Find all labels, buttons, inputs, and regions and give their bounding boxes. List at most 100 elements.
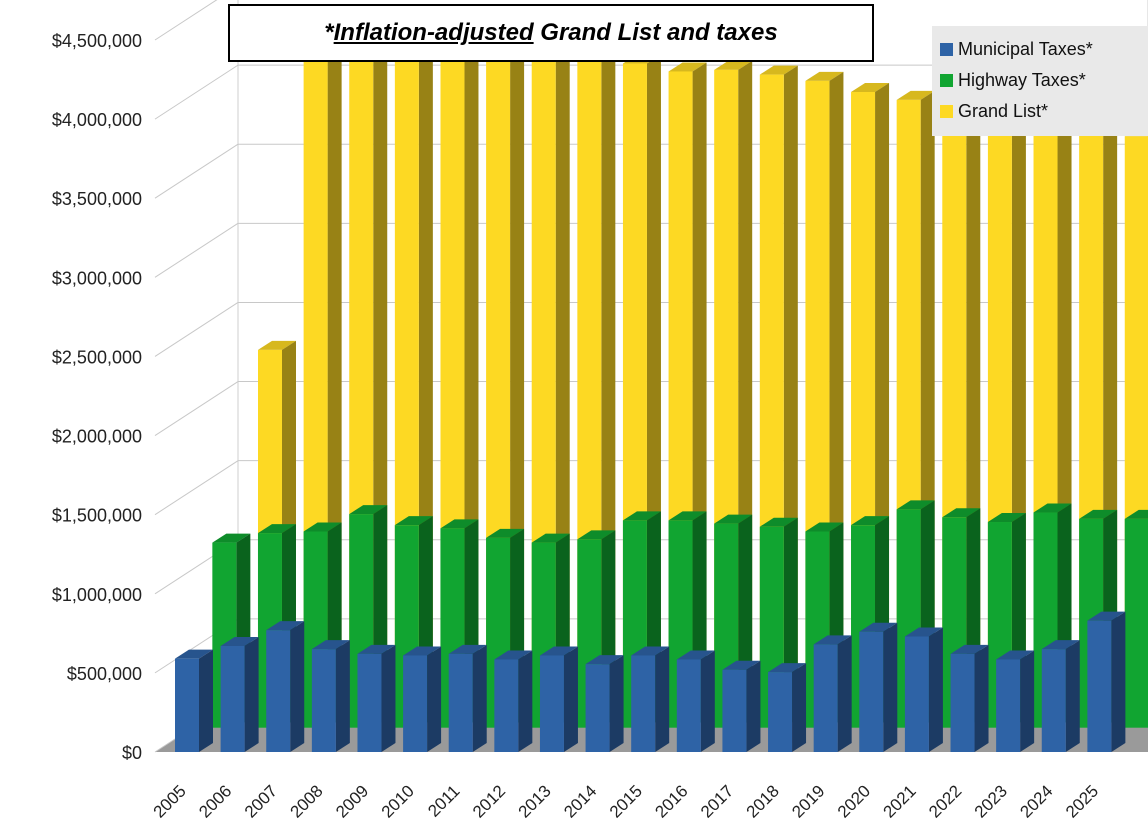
bar-grand-list-top <box>714 60 753 70</box>
bar-highway-top <box>1124 509 1148 519</box>
bar-municipal-top <box>539 646 578 656</box>
bar-municipal-top <box>403 646 442 656</box>
bar-highway-top <box>805 522 844 532</box>
chart-title-underlined: Inflation-adjusted <box>333 19 534 46</box>
legend-label: Highway Taxes* <box>958 70 1086 90</box>
bar-municipal-side <box>518 650 533 752</box>
legend-item-highway: Highway Taxes* <box>940 65 1148 96</box>
bar-municipal-top <box>859 622 898 632</box>
x-tick-label: 2015 <box>606 781 646 821</box>
bar-municipal-top <box>904 627 943 637</box>
x-tick-label: 2008 <box>287 781 327 821</box>
bar-municipal-side <box>1111 611 1126 752</box>
bar-municipal <box>950 653 975 752</box>
bar-municipal-side <box>883 622 898 752</box>
bar-highway-top <box>987 513 1026 523</box>
gridline-side <box>154 460 239 516</box>
bar-municipal <box>494 659 519 752</box>
x-tick-label: 2017 <box>697 781 737 821</box>
legend: Municipal Taxes* Highway Taxes* Grand Li… <box>932 26 1148 136</box>
y-tick-label: $1,500,000 <box>52 506 142 526</box>
x-tick-label: 2013 <box>515 781 555 821</box>
gridline-side <box>154 302 239 357</box>
bar-municipal-top <box>722 660 761 670</box>
bar-highway-top <box>759 517 798 527</box>
bar-municipal-side <box>199 649 213 752</box>
gridline-side <box>154 64 239 120</box>
bar-municipal-side <box>609 655 624 752</box>
bar-grand-list-top <box>759 65 798 75</box>
x-tick-label: 2019 <box>788 781 828 821</box>
bar-municipal <box>859 631 884 752</box>
legend-item-municipal: Municipal Taxes* <box>940 34 1148 65</box>
bar-municipal-top <box>813 635 852 645</box>
gridline-side <box>154 0 218 41</box>
chart-title-prefix: * <box>324 19 334 46</box>
y-tick-label: $2,000,000 <box>52 427 142 447</box>
bar-municipal-side <box>792 663 807 752</box>
legend-swatch <box>940 74 953 87</box>
bar-grand-list-top <box>668 62 707 72</box>
bar-highway-top <box>668 511 707 521</box>
legend-swatch <box>940 43 953 56</box>
bar-municipal <box>357 653 382 752</box>
x-tick-label: 2021 <box>880 781 920 821</box>
bar-municipal-side <box>472 644 487 752</box>
bar-municipal-side <box>1065 640 1080 752</box>
bar-highway-top <box>622 511 661 521</box>
y-tick-label: $3,000,000 <box>52 268 142 288</box>
bar-municipal-top <box>996 650 1035 660</box>
bar-municipal <box>403 655 428 752</box>
bar-highway-top <box>212 533 251 543</box>
bar-municipal-side <box>381 644 396 752</box>
x-tick-label: 2020 <box>834 781 874 821</box>
x-tick-label: 2010 <box>378 781 418 821</box>
legend-swatch <box>940 105 953 118</box>
bar-highway-top <box>257 524 296 534</box>
bar-municipal <box>448 653 473 752</box>
bar-grand-list-top <box>851 83 890 93</box>
bar-highway <box>1124 518 1148 728</box>
y-tick-label: $2,500,000 <box>52 347 142 367</box>
bar-municipal <box>676 659 701 752</box>
bar-municipal <box>813 644 838 752</box>
bar-municipal-top <box>631 646 670 656</box>
gridline-side <box>154 381 239 436</box>
bar-municipal-side <box>563 646 578 752</box>
legend-label: Municipal Taxes* <box>958 39 1093 59</box>
bar-highway-top <box>1079 509 1118 519</box>
bar-highway-top <box>394 516 433 526</box>
bar-municipal-side <box>290 621 305 752</box>
bar-highway-top <box>531 533 570 543</box>
y-tick-label: $4,500,000 <box>52 31 142 51</box>
x-tick-label: 2007 <box>241 781 281 821</box>
x-tick-label: 2025 <box>1062 781 1102 821</box>
x-tick-label: 2018 <box>743 781 783 821</box>
x-tick-label: 2023 <box>971 781 1011 821</box>
x-tick-label: 2016 <box>651 781 691 821</box>
bar-grand-list-top <box>896 90 935 100</box>
x-tick-label: 2012 <box>469 781 509 821</box>
bar-municipal <box>539 655 564 752</box>
bar-municipal-side <box>974 644 989 752</box>
gridline-side <box>154 222 239 278</box>
bar-municipal-side <box>837 635 852 752</box>
x-tick-label: 2014 <box>560 781 600 821</box>
y-tick-label: $1,000,000 <box>52 585 142 605</box>
bar-highway-top <box>851 516 890 526</box>
bar-highway-top <box>303 522 342 532</box>
bar-municipal-side <box>700 650 715 752</box>
gridline-side <box>154 143 239 199</box>
y-tick-label: $4,000,000 <box>52 110 142 130</box>
bar-highway-top <box>1033 503 1072 513</box>
x-tick-label: 2024 <box>1016 781 1056 821</box>
bar-municipal-top <box>357 644 396 654</box>
bar-municipal-top <box>266 621 305 631</box>
bar-municipal <box>1041 649 1066 752</box>
bar-municipal <box>904 636 929 752</box>
bar-highway-top <box>486 528 525 538</box>
bar-municipal-side <box>655 646 670 752</box>
bar-municipal-top <box>676 650 715 660</box>
bar-highway-top <box>896 500 935 510</box>
bar-municipal-side <box>427 646 442 752</box>
